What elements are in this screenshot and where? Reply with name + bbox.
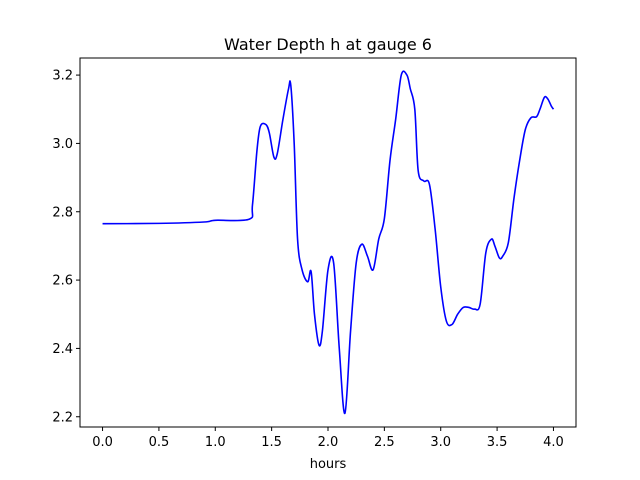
x-tick-label: 1.5 <box>261 435 282 450</box>
x-tick-label: 4.0 <box>543 435 564 450</box>
series-layer <box>102 70 555 415</box>
x-axis-label: hours <box>310 457 347 472</box>
y-tick-label: 2.8 <box>52 205 73 220</box>
series-line <box>102 70 555 415</box>
x-tick-label: 0.5 <box>149 435 170 450</box>
x-axis: 0.0 0.5 1.0 1.5 2.0 2.5 3.0 3.5 4.0 <box>92 427 564 450</box>
y-tick-label: 3.0 <box>52 137 73 152</box>
y-tick-label: 2.4 <box>52 342 73 357</box>
x-tick-label: 2.0 <box>318 435 339 450</box>
y-tick-label: 2.6 <box>52 274 73 289</box>
y-tick-label: 2.2 <box>52 410 73 425</box>
y-axis: 2.2 2.4 2.6 2.8 3.0 3.2 <box>52 69 80 425</box>
x-tick-label: 1.0 <box>205 435 226 450</box>
x-tick-label: 3.5 <box>487 435 508 450</box>
chart-title: Water Depth h at gauge 6 <box>224 35 432 54</box>
x-tick-label: 3.0 <box>430 435 451 450</box>
y-tick-label: 3.2 <box>52 69 73 84</box>
x-tick-label: 0.0 <box>92 435 113 450</box>
x-tick-label: 2.5 <box>374 435 395 450</box>
